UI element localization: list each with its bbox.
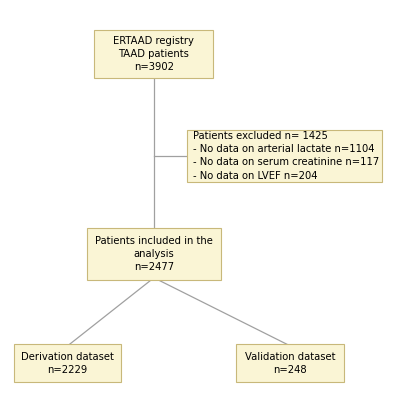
FancyBboxPatch shape (14, 344, 121, 382)
FancyBboxPatch shape (236, 344, 344, 382)
FancyBboxPatch shape (94, 30, 214, 78)
Text: Derivation dataset
n=2229: Derivation dataset n=2229 (21, 352, 114, 375)
Text: Validation dataset
n=248: Validation dataset n=248 (245, 352, 336, 375)
Text: ERTAAD registry
TAAD patients
n=3902: ERTAAD registry TAAD patients n=3902 (114, 36, 194, 72)
FancyBboxPatch shape (186, 130, 382, 182)
Text: Patients excluded n= 1425
- No data on arterial lactate n=1104
- No data on seru: Patients excluded n= 1425 - No data on a… (193, 131, 379, 181)
FancyBboxPatch shape (87, 228, 221, 280)
Text: Patients included in the
analysis
n=2477: Patients included in the analysis n=2477 (95, 236, 213, 272)
